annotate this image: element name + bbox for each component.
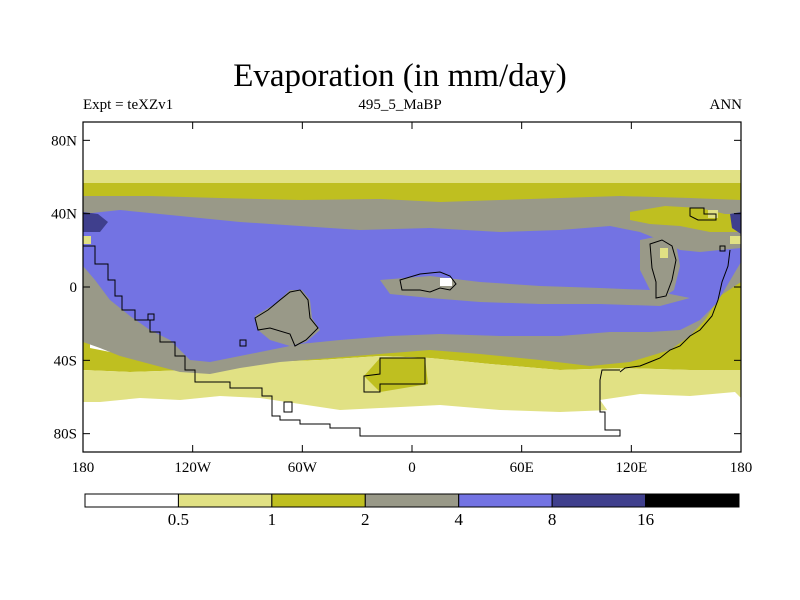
field-patch-africa-gray: [255, 290, 320, 346]
field-patch-light-2: [660, 248, 668, 258]
period-label: 495_5_MaBP: [358, 97, 442, 113]
season-label: ANN: [709, 97, 743, 113]
coastline-asia-arm: [649, 239, 677, 299]
coastline-small-islet-3: [719, 245, 726, 252]
lat-tick-label: 40S: [54, 353, 77, 369]
lon-tick-label: 120W: [174, 460, 212, 476]
colorbar-label: 4: [454, 510, 463, 529]
lon-tick-label: 0: [408, 460, 416, 476]
colorbar-swatch: [177, 493, 273, 508]
field-patch-asia-gray: [640, 236, 680, 298]
colorbar-label: 8: [548, 510, 557, 529]
lat-tick-label: 80N: [51, 133, 77, 149]
experiment-label: Expt = teXZv1: [83, 97, 174, 113]
colorbar-swatch: [551, 493, 647, 508]
field-patch-light-3: [440, 278, 452, 286]
colorbar-swatch: [458, 493, 553, 508]
lon-tick-label: 120E: [615, 460, 647, 476]
coastline-small-islet-2: [239, 339, 247, 347]
field-patch-equator-gray: [380, 276, 690, 306]
lat-tick-label: 80S: [54, 427, 77, 443]
latitude-axis: 80N 40N 0 40S 80S: [51, 133, 741, 443]
lat-tick-label: 40N: [51, 207, 77, 223]
colorbar: 0.5 1 2 4 8 16: [84, 493, 740, 529]
field-patch-south-white-2: [600, 392, 741, 414]
colorbar-swatch: [645, 493, 740, 508]
lon-tick-label: 60W: [288, 460, 318, 476]
lon-tick-label: 180: [730, 460, 753, 476]
colorbar-swatch: [84, 493, 179, 508]
map-title: Evaporation (in mm/day): [233, 58, 567, 94]
coastline-ne-island: [689, 207, 717, 221]
lon-tick-label: 180: [72, 460, 95, 476]
field-patch-west-darkblue: [83, 212, 108, 232]
colorbar-swatch: [364, 493, 460, 508]
colorbar-label: 2: [361, 510, 370, 529]
map-field: [83, 122, 741, 452]
colorbar-label: 0.5: [168, 510, 189, 529]
coastline-small-islet-1: [147, 313, 155, 321]
field-patch-south-white-3: [83, 404, 741, 452]
colorbar-swatch: [271, 493, 366, 508]
coastline-west-continent: [83, 245, 621, 437]
field-patch-light-5: [83, 236, 91, 244]
field-patch-light-4: [730, 236, 741, 244]
lon-tick-label: 60E: [510, 460, 534, 476]
colorbar-label: 16: [637, 510, 654, 529]
field-patch-east-darkblue: [730, 212, 741, 234]
coastline-equator-island: [399, 271, 457, 293]
colorbar-label: 1: [268, 510, 277, 529]
lat-tick-label: 0: [70, 280, 78, 296]
longitude-axis: 180 120W 60W 0 60E 120E 180: [72, 122, 753, 476]
coastline-south-islet: [283, 401, 293, 413]
coastline-south-island: [363, 357, 426, 393]
coastline-africa: [254, 289, 319, 347]
coastline-east-continent: [619, 249, 731, 373]
coastlines: [83, 207, 731, 437]
